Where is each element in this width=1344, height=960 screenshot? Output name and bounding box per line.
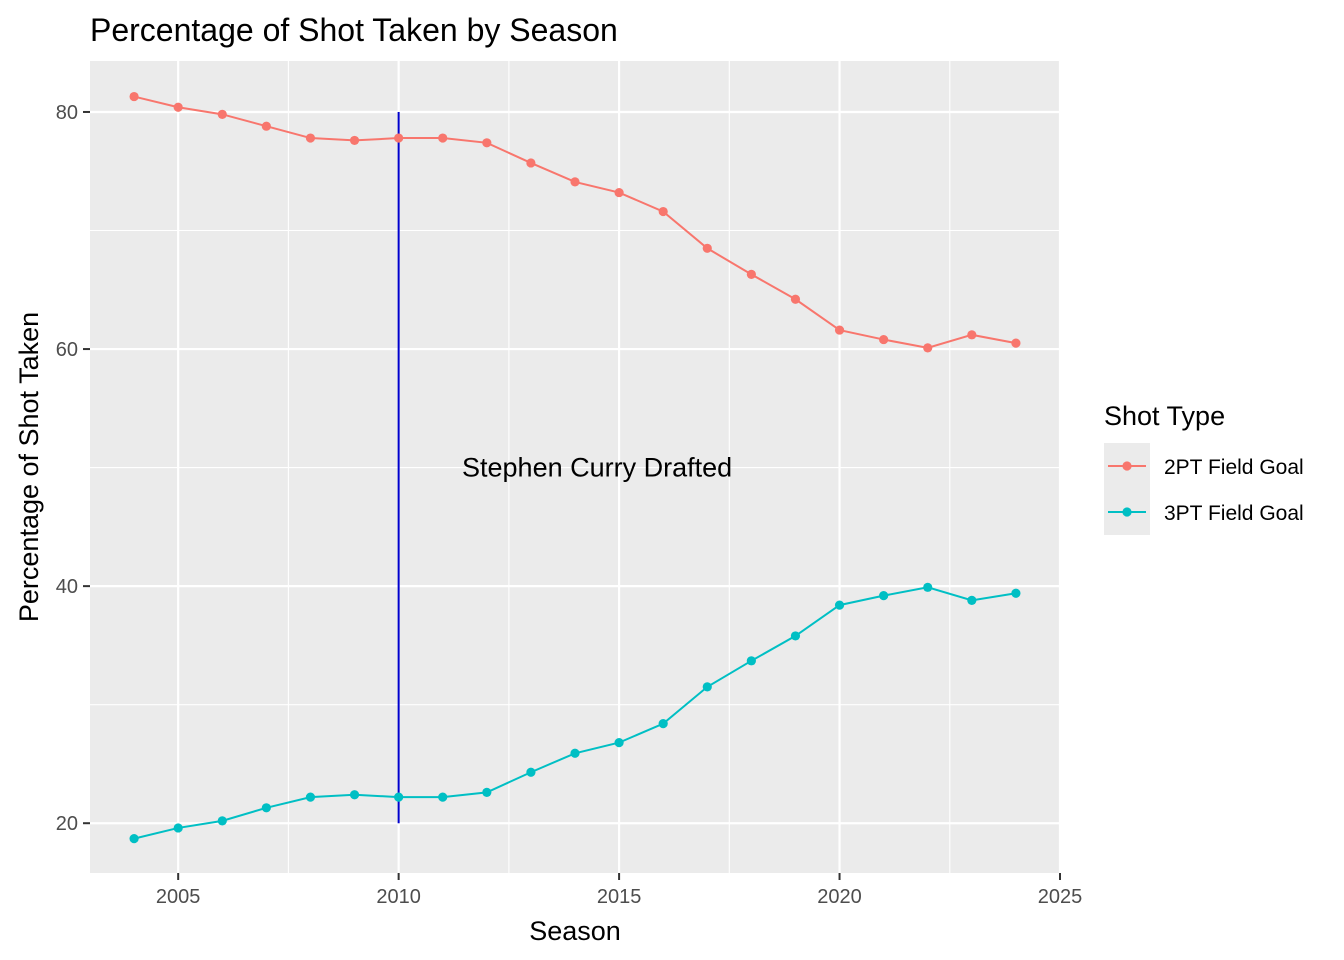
data-point (923, 343, 933, 353)
data-point (614, 738, 624, 748)
data-point (129, 834, 139, 844)
data-point (967, 595, 977, 605)
data-point (349, 790, 360, 800)
x-axis-title: Season (529, 916, 621, 946)
data-point (834, 325, 845, 335)
data-point (394, 792, 404, 802)
data-point (834, 600, 845, 610)
x-axis: 2005 2010 2015 2020 2025 (156, 873, 1082, 908)
data-point (261, 121, 271, 131)
data-point (482, 138, 492, 148)
data-point (217, 816, 227, 826)
data-point (438, 792, 448, 802)
x-tick-label: 2025 (1038, 886, 1083, 908)
y-axis: 20 40 60 80 (56, 102, 90, 835)
chart-title: Percentage of Shot Taken by Season (90, 12, 618, 48)
data-point (923, 582, 933, 592)
data-point (482, 787, 492, 797)
x-tick-label: 2015 (597, 886, 642, 908)
x-tick-label: 2020 (817, 886, 862, 908)
legend-title: Shot Type (1104, 401, 1225, 431)
y-tick-label: 40 (56, 576, 78, 598)
annotation-layer: Stephen Curry Drafted (462, 453, 732, 483)
y-axis-title: Percentage of Shot Taken (14, 312, 44, 622)
data-point (217, 109, 227, 119)
data-point (967, 330, 977, 340)
data-point (394, 133, 404, 143)
data-point (305, 792, 316, 802)
data-point (879, 591, 889, 601)
data-point (702, 682, 712, 692)
data-point (790, 294, 801, 304)
data-point (570, 177, 580, 187)
data-point (173, 823, 183, 833)
legend-key-point (1122, 461, 1132, 471)
data-point (746, 269, 756, 279)
data-point (879, 334, 889, 345)
data-point (614, 187, 624, 198)
data-point (1011, 588, 1021, 598)
plot-panel (90, 61, 1060, 873)
data-point (702, 243, 712, 253)
data-point (570, 748, 580, 758)
data-point (658, 719, 668, 729)
minor-gridlines (90, 61, 1060, 873)
y-tick-label: 60 (56, 339, 78, 361)
data-point (790, 631, 801, 641)
annotation-label: Stephen Curry Drafted (462, 453, 732, 483)
legend-key-point (1122, 507, 1132, 517)
data-point (129, 91, 139, 102)
data-point (526, 767, 536, 777)
data-point (746, 656, 756, 666)
legend: Shot Type 2PT Field Goal 3PT Field Goal (1104, 401, 1304, 535)
data-point (438, 133, 448, 143)
data-point (173, 102, 183, 112)
data-point (305, 133, 316, 143)
y-tick-label: 20 (56, 813, 78, 835)
legend-label: 3PT Field Goal (1164, 502, 1304, 525)
data-point (1011, 338, 1021, 348)
legend-label: 2PT Field Goal (1164, 456, 1304, 479)
data-point (526, 158, 536, 168)
data-point (261, 803, 271, 813)
data-point (658, 206, 668, 217)
x-tick-label: 2005 (156, 886, 201, 908)
y-tick-label: 80 (56, 102, 78, 124)
data-point (349, 135, 360, 146)
series-layer (129, 91, 1021, 844)
x-tick-label: 2010 (376, 886, 421, 908)
